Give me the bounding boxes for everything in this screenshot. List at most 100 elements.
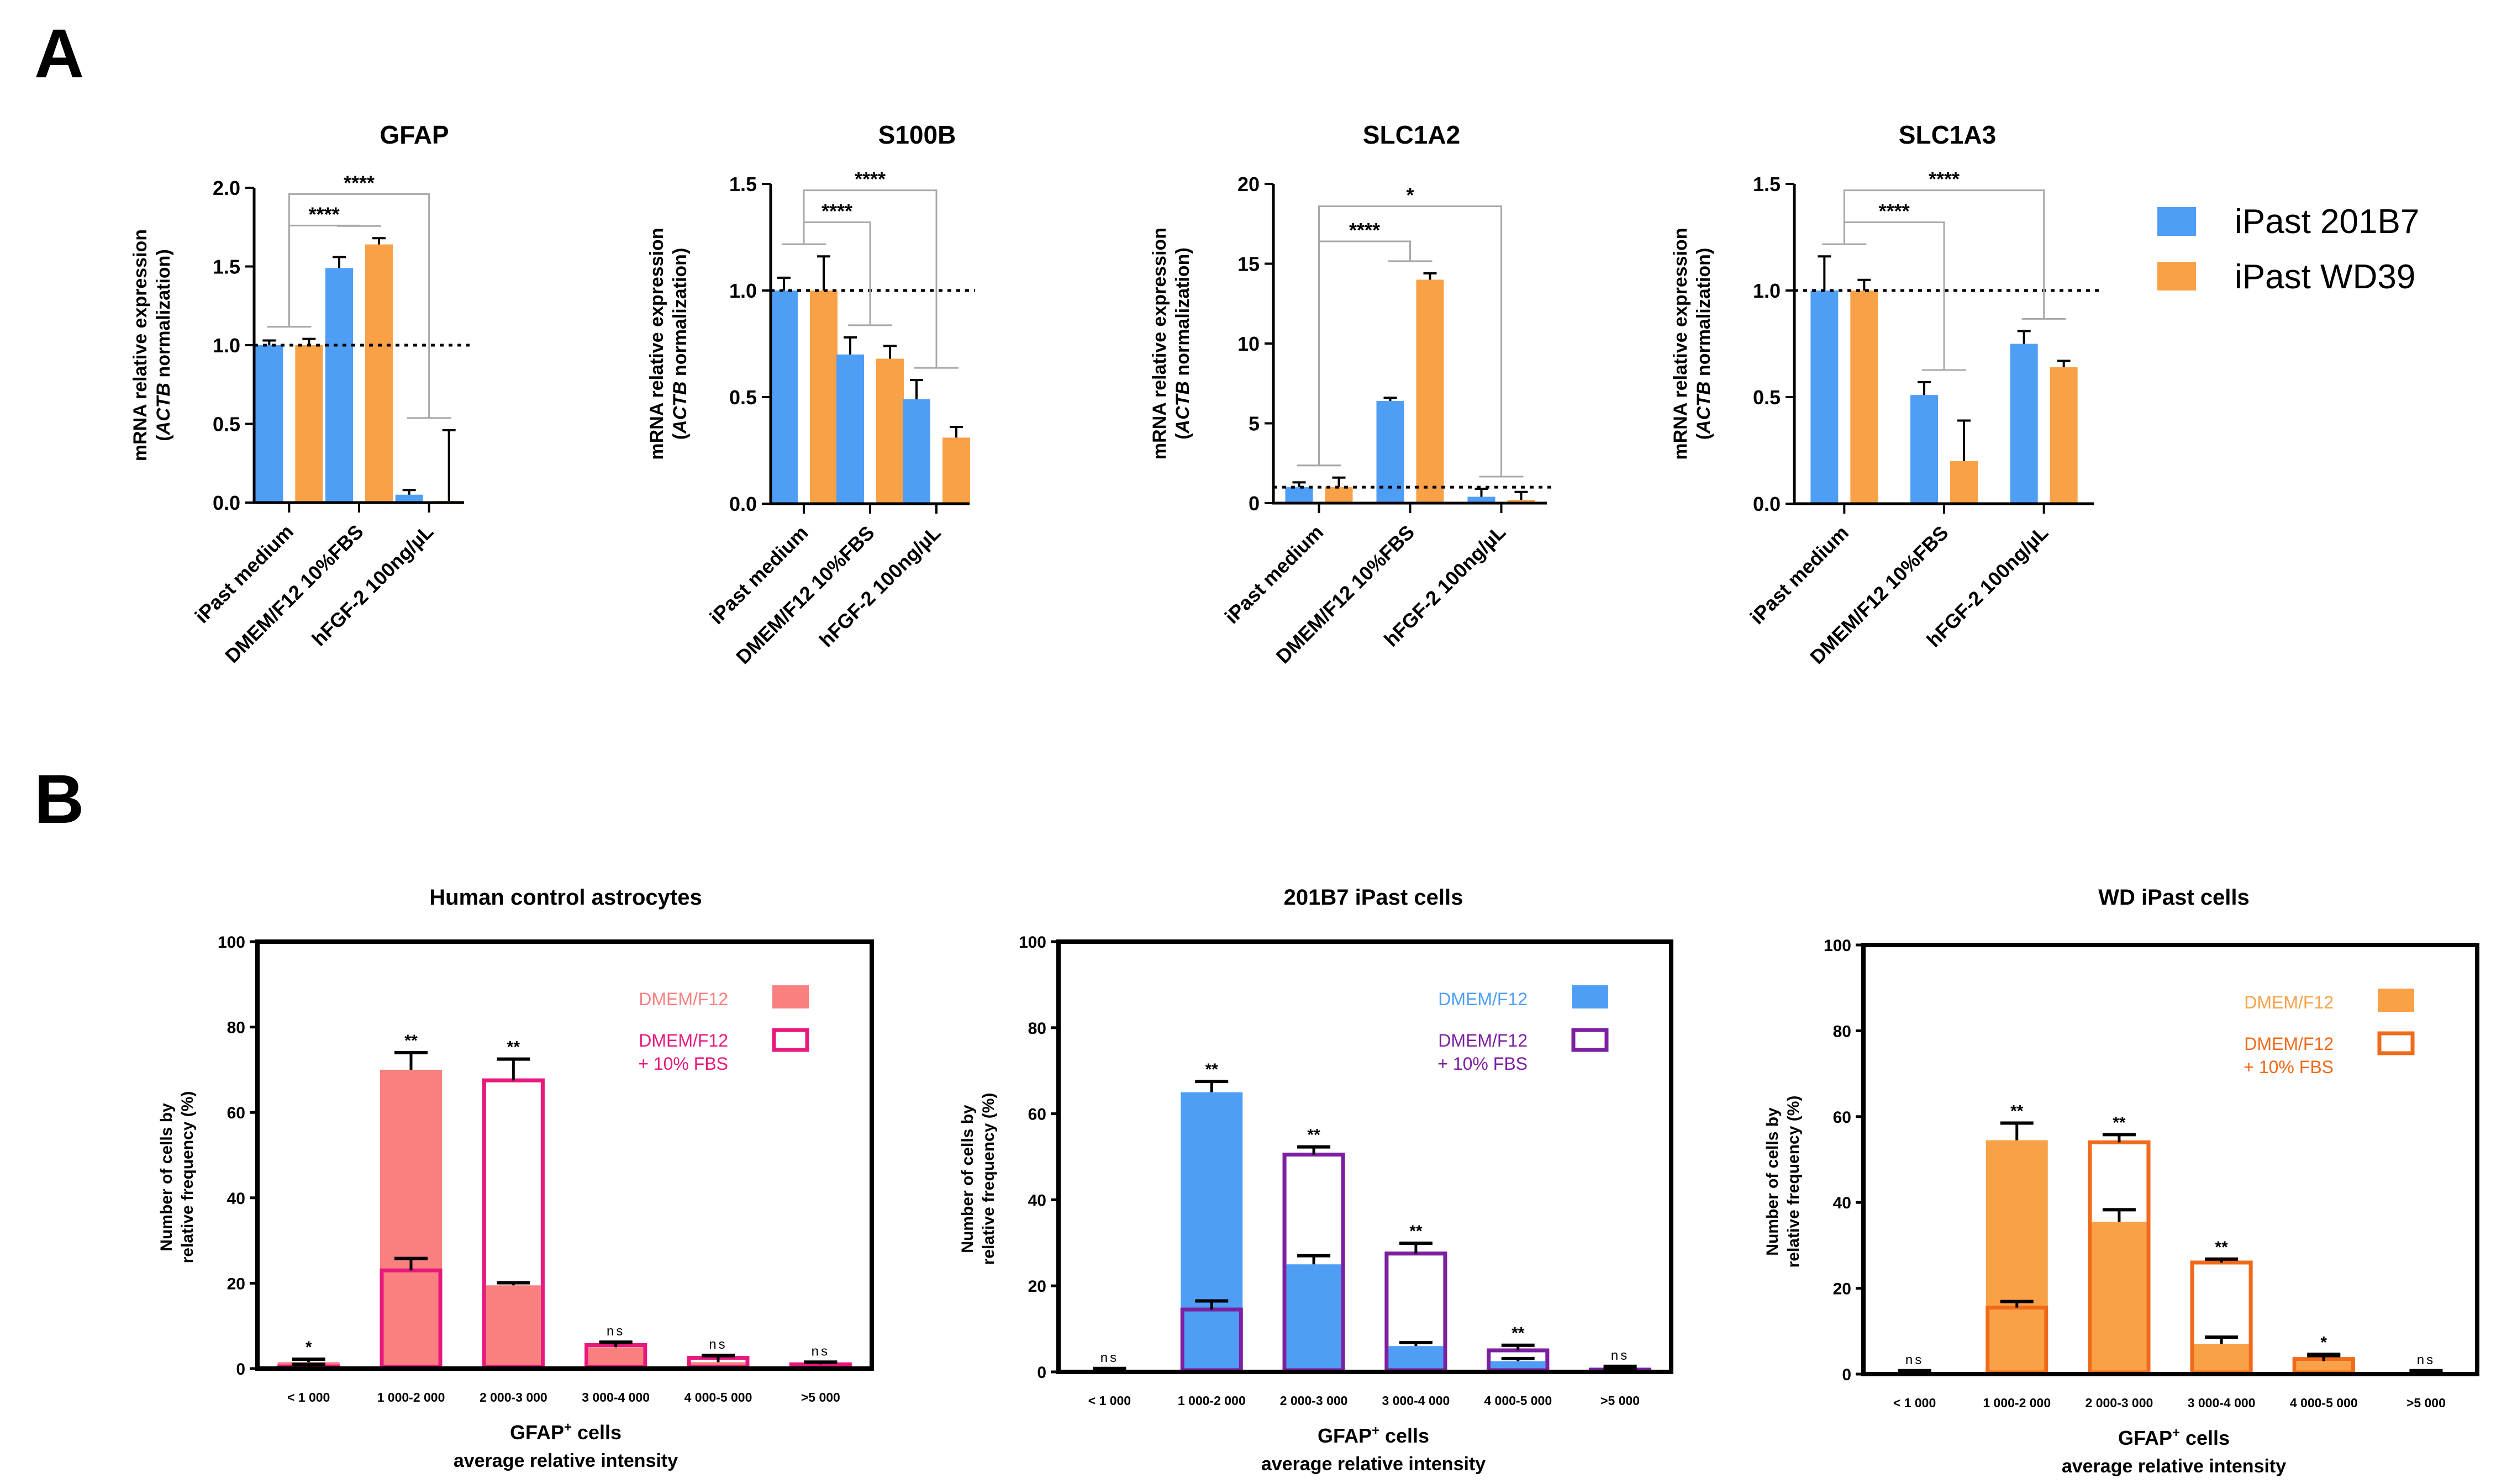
wd-ipast-chart: WD iPast cells Number of cells by relative… — [1763, 885, 2479, 1477]
x-tick-label: 1 000-2 000 — [1178, 1393, 1246, 1408]
significance-label: ns — [1100, 1350, 1119, 1365]
legend-swatch-dmem — [772, 985, 809, 1008]
legend-label-dmem: DMEM/F12 — [1438, 989, 1528, 1009]
y-tick-label: 80 — [1028, 1020, 1046, 1038]
legend-label-fbs-line1: DMEM/F12 — [2244, 1034, 2334, 1054]
bar-201b7 — [325, 268, 353, 503]
bar-201b7 — [836, 354, 864, 504]
significance-label: **** — [309, 203, 340, 225]
significance-label: ** — [2010, 1102, 2024, 1120]
slc1a3-chart: SLC1A3 mRNA relative expression (ACTB norm… — [1670, 120, 2099, 668]
chart-title: 201B7 iPast cells — [1284, 885, 1463, 910]
x-tick-label: 3 000-4 000 — [1382, 1393, 1450, 1408]
legend-label-fbs-line2: + 10% FBS — [2244, 1057, 2334, 1077]
y-tick-label: 0.5 — [213, 413, 240, 436]
y-tick-label: 0 — [1249, 492, 1260, 515]
significance-label: **** — [821, 199, 852, 222]
bar-wd39 — [1325, 487, 1353, 503]
y-axis-label-line1: Number of cells by — [1763, 1107, 1782, 1256]
bar-201b7 — [1285, 487, 1313, 503]
significance-label: **** — [1929, 168, 1960, 191]
x-tick-label: hFGF-2 100ng/µL — [815, 521, 945, 652]
significance-label: ns — [812, 1344, 830, 1359]
x-tick-label: 4 000-5 000 — [1484, 1393, 1552, 1408]
x-tick-label: 2 000-3 000 — [2086, 1396, 2153, 1410]
bar-dmem-overlap — [588, 1347, 644, 1365]
201b7-ipast-chart: 201B7 iPast cells Number of cells by relat… — [959, 885, 1673, 1475]
bar-wd39 — [2050, 367, 2078, 504]
significance-label: ns — [709, 1337, 727, 1352]
bar-dmem-overlap — [1491, 1361, 1546, 1369]
x-tick-label: 4 000-5 000 — [684, 1390, 752, 1404]
legend-label-fbs-line2: + 10% FBS — [1437, 1054, 1528, 1074]
y-tick-label: 60 — [227, 1104, 245, 1122]
y-tick-label: 15 — [1237, 253, 1260, 276]
y-tick-label: 0.0 — [1753, 493, 1781, 515]
y-tick-label: 100 — [218, 933, 245, 952]
x-tick-label: hFGF-2 100ng/µL — [307, 520, 438, 651]
y-tick-label: 0.5 — [729, 386, 757, 409]
bar-dmem-overlap — [2296, 1361, 2351, 1371]
y-tick-label: 0.5 — [1753, 386, 1781, 409]
significance-label: ** — [1307, 1126, 1320, 1144]
significance-label: **** — [344, 171, 375, 194]
x-tick-label: < 1 000 — [1088, 1393, 1131, 1408]
significance-label: ** — [2113, 1113, 2126, 1132]
significance-label: ns — [1905, 1353, 1924, 1367]
y-axis-label-line2: (ACTB normalization) — [670, 248, 691, 440]
x-axis-label-sup: + — [2172, 1425, 2180, 1440]
y-tick-label: 80 — [1833, 1022, 1851, 1041]
bar-wd39 — [295, 345, 323, 503]
x-axis-label-line1: GFAP+ cells — [1318, 1423, 1429, 1447]
significance-label: * — [2320, 1333, 2327, 1351]
significance-label: ** — [1205, 1060, 1219, 1079]
bar-wd39 — [1850, 291, 1878, 504]
gfap-chart: GFAP mRNA relative expression (ACTB normal… — [130, 120, 470, 667]
significance-bracket — [1843, 189, 2045, 319]
legend-label-fbs-line1: DMEM/F12 — [1438, 1031, 1528, 1050]
y-axis-label-open: ( — [670, 433, 691, 440]
significance-label: ns — [2417, 1353, 2435, 1367]
significance-label: ** — [2215, 1238, 2228, 1256]
plot-frame — [1861, 943, 2479, 1376]
chart-title: S100B — [878, 120, 956, 149]
s100b-chart: S100B mRNA relative expression (ACTB norma… — [646, 120, 975, 668]
y-axis-label-line1: Number of cells by — [157, 1103, 176, 1251]
y-tick-label: 40 — [1028, 1191, 1046, 1210]
significance-label: **** — [1349, 219, 1380, 241]
bar-dmem — [1986, 1140, 2048, 1374]
y-axis-label-italic: ACTB — [153, 383, 174, 435]
y-tick-label: 1.0 — [213, 334, 240, 357]
bar-wd39 — [1507, 500, 1535, 503]
y-axis-label-open: ( — [1172, 433, 1193, 440]
legend-swatch-wd39 — [2157, 262, 2196, 291]
y-axis-label-line1: Number of cells by — [959, 1105, 977, 1253]
y-tick-label: 20 — [227, 1275, 245, 1293]
y-tick-label: 10 — [1237, 332, 1260, 355]
x-axis-label-line1: GFAP+ cells — [510, 1420, 622, 1444]
x-axis-label-line2: average relative intensity — [454, 1450, 678, 1471]
y-axis-label-rest: normalization) — [153, 249, 174, 383]
x-tick-label: 1 000-2 000 — [1983, 1396, 2051, 1410]
x-tick-label: < 1 000 — [287, 1390, 330, 1404]
x-axis-label-base: GFAP — [1318, 1424, 1372, 1447]
significance-label: ** — [1512, 1324, 1525, 1343]
significance-label: ** — [404, 1032, 418, 1050]
significance-bracket — [803, 189, 938, 368]
significance-bracket — [288, 193, 430, 418]
y-axis-label-line1: mRNA relative expression — [646, 228, 667, 460]
y-axis-label-italic: ACTB — [1693, 382, 1714, 434]
x-axis-label-line2: average relative intensity — [1261, 1454, 1486, 1475]
x-axis-label-base: GFAP — [2118, 1427, 2172, 1449]
bar-dmem-overlap — [691, 1362, 746, 1365]
y-axis-label-open: ( — [1693, 433, 1714, 440]
y-axis-label-rest: normalization) — [670, 248, 691, 382]
bar-201b7 — [903, 399, 930, 504]
y-axis-label-italic: ACTB — [1172, 381, 1193, 434]
y-tick-label: 100 — [1019, 933, 1046, 952]
x-axis-label-line1: GFAP+ cells — [2118, 1425, 2230, 1449]
bar-dmem — [380, 1069, 442, 1369]
legend-swatch-fbs — [2377, 1031, 2415, 1055]
legend-swatch-fbs — [772, 1028, 809, 1052]
